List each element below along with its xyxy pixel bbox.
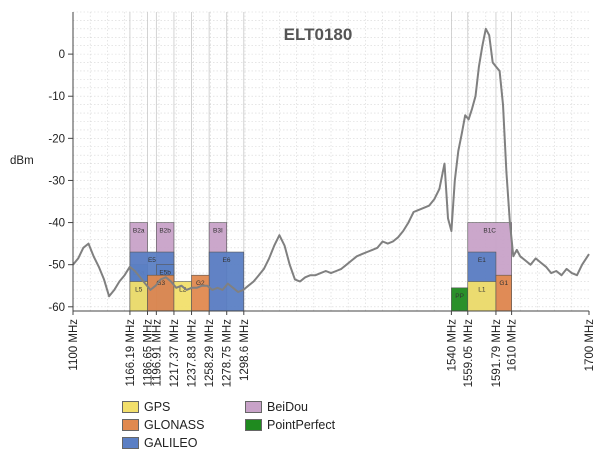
band-label-g2: G2 — [196, 280, 205, 287]
band-rects: B2aB2bB3IE5aE5E5bE6L5G3L2G2PPB1CE1L1G1 — [129, 222, 512, 312]
y-tick-label: -20 — [48, 133, 65, 145]
y-tick-label: -60 — [48, 302, 65, 314]
x-tick-label: 1700 MHz — [584, 319, 596, 372]
x-tick-label: 1186.65 MHz — [143, 319, 155, 387]
pointperfect-swatch — [245, 419, 262, 431]
galileo-swatch — [122, 437, 139, 449]
legend-item-pointperfect: PointPerfect — [245, 418, 335, 432]
legend: GPS GLONASS GALILEO BeiDou PointPerfect — [122, 400, 382, 454]
band-label-b2b: B2b — [159, 228, 171, 235]
legend-label-glonass: GLONASS — [144, 418, 205, 432]
x-tick-label: 1559.05 MHz — [463, 319, 475, 388]
legend-label-gps: GPS — [144, 400, 171, 414]
y-axis-label: dBm — [10, 155, 34, 167]
band-label-l5: L5 — [135, 287, 143, 294]
y-tick-label: -30 — [48, 175, 65, 187]
legend-item-glonass: GLONASS — [122, 418, 204, 432]
x-tick-label: 1258.29 MHz — [204, 319, 216, 388]
x-tick-label: 1298.6 MHz — [239, 319, 251, 381]
glonass-swatch — [122, 419, 139, 431]
band-label-e5b: E5b — [159, 270, 171, 277]
legend-item-beidou: BeiDou — [245, 400, 308, 414]
series-layer — [72, 27, 590, 298]
x-tick-label: 1540 MHz — [446, 319, 458, 372]
legend-item-gps: GPS — [122, 400, 170, 414]
x-tick-label: 1100 MHz — [68, 319, 80, 371]
x-tick-label: 1278.75 MHz — [222, 319, 234, 388]
band-label-e1: E1 — [478, 257, 486, 264]
x-tick-label: 1196.91 MHz — [151, 319, 163, 387]
y-tick-label: -50 — [48, 260, 65, 272]
band-label-b2a: B2a — [133, 228, 145, 235]
beidou-swatch — [245, 401, 262, 413]
band-label-pp: PP — [455, 293, 464, 300]
legend-item-galileo: GALILEO — [122, 436, 198, 450]
band-label-b3i: B3I — [213, 228, 223, 235]
y-tick-label: -10 — [48, 91, 65, 103]
band-label-g3: G3 — [156, 280, 165, 287]
x-tick-label: 1591.79 MHz — [491, 319, 503, 388]
band-label-e6: E6 — [222, 257, 230, 264]
band-label-l2: L2 — [179, 287, 187, 294]
legend-label-pointperfect: PointPerfect — [267, 418, 336, 432]
legend-label-galileo: GALILEO — [144, 436, 198, 450]
y-tick-label: -40 — [48, 218, 65, 230]
chart-title: ELT0180 — [284, 25, 353, 44]
x-tick-label: 1166.19 MHz — [125, 319, 137, 387]
spectrum-chart: B2aB2bB3IE5aE5E5bE6L5G3L2G2PPB1CE1L1G1 0… — [10, 11, 596, 387]
band-label-e5: E5 — [148, 257, 156, 264]
band-label-b1c: B1C — [483, 228, 496, 235]
band-e6 — [208, 251, 245, 312]
band-label-g1: G1 — [499, 280, 508, 287]
y-tick-label: 0 — [59, 49, 65, 61]
series-line-0 — [72, 27, 590, 298]
x-tick-label: 1610 MHz — [507, 319, 519, 372]
x-tick-label: 1217.37 MHz — [169, 319, 181, 388]
gps-swatch — [122, 401, 139, 413]
x-tick-label: 1237.83 MHz — [187, 319, 199, 388]
legend-label-beidou: BeiDou — [267, 400, 308, 414]
band-label-l1: L1 — [478, 287, 486, 294]
grid-lines — [73, 11, 589, 311]
